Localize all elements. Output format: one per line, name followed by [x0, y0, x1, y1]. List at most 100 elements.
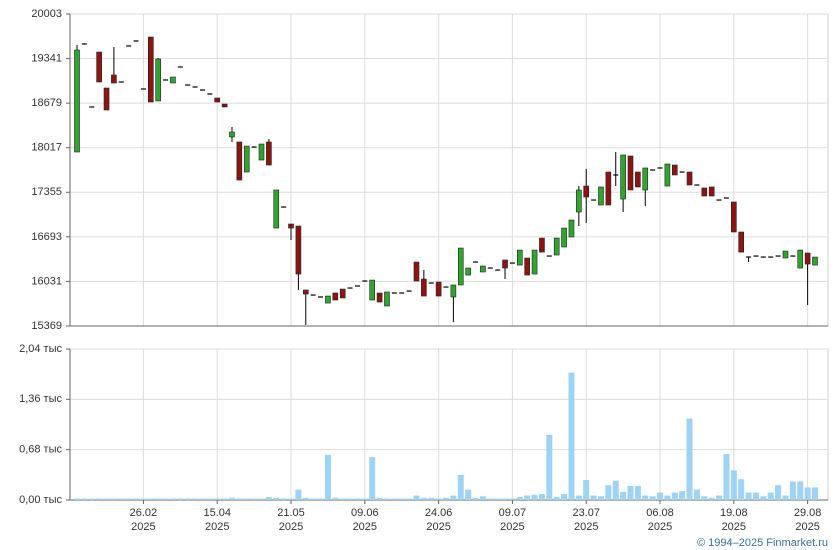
volume-bar	[324, 454, 331, 500]
volume-bar	[664, 495, 671, 500]
volume-bar	[406, 498, 413, 500]
x-tick-label: 09.07 2025	[498, 507, 527, 533]
volume-bar	[716, 495, 723, 500]
candle-body	[413, 261, 420, 282]
volume-bar	[767, 492, 774, 500]
volume-bar	[789, 481, 796, 500]
candle-body	[148, 36, 154, 103]
volume-bar	[649, 496, 656, 500]
candle-body	[258, 143, 265, 161]
candle-body	[155, 58, 161, 102]
volume-bar	[177, 498, 184, 500]
candle-body	[435, 281, 442, 297]
candle-body	[605, 171, 612, 206]
candle-body	[74, 49, 80, 153]
volume-bar	[612, 480, 619, 500]
candle-body	[376, 292, 383, 303]
volume-bar	[339, 498, 346, 500]
candle-body	[103, 87, 110, 111]
volume-bar	[634, 485, 641, 500]
volume-bar	[133, 498, 140, 500]
candle-body	[804, 252, 811, 265]
volume-bar	[228, 497, 235, 500]
volume-bar	[502, 498, 509, 500]
candle-body	[738, 231, 745, 253]
volume-bar	[745, 492, 752, 500]
volume-bar	[752, 492, 759, 500]
volume-bar	[155, 498, 162, 500]
volume-bar	[797, 481, 804, 500]
volume-bar	[516, 497, 523, 500]
volume-bar	[435, 498, 442, 500]
volume-bar	[206, 498, 213, 500]
volume-bar	[472, 497, 479, 500]
volume-bar	[184, 498, 191, 500]
volume-bar	[531, 494, 538, 500]
volume-bar	[738, 479, 745, 500]
volume-bar	[332, 497, 339, 500]
volume-bar	[398, 498, 405, 500]
volume-bar	[708, 497, 715, 500]
y-tick-label: 17355	[31, 186, 62, 198]
y-tick-label: 16031	[31, 275, 62, 287]
volume-bar	[693, 489, 700, 500]
volume-bar	[221, 498, 228, 500]
y-tick-label: 15369	[31, 320, 62, 332]
candle-body	[465, 267, 471, 276]
volume-bar	[295, 489, 302, 500]
volume-bar	[369, 457, 376, 500]
candle-body	[664, 163, 671, 187]
y-tick-label: 16693	[31, 231, 62, 243]
candle-body	[701, 187, 708, 197]
plot-frame	[69, 13, 829, 327]
candle-body	[531, 249, 538, 275]
volume-bar	[214, 498, 221, 500]
x-tick-label: 06.08 2025	[646, 507, 674, 533]
volume-bar	[192, 498, 199, 500]
candle-body	[576, 189, 582, 213]
volume-bar	[538, 494, 545, 500]
volume-bar	[465, 489, 472, 500]
volume-bar	[88, 498, 95, 500]
y-tick-label: 0,68 тыс	[19, 444, 62, 456]
candle-body	[221, 103, 228, 108]
candle-body	[782, 250, 789, 259]
volume-bar	[81, 498, 88, 500]
y-tick-label: 20003	[31, 8, 62, 20]
candle-body	[332, 292, 339, 301]
candle-body	[627, 155, 634, 191]
volume-bar	[701, 496, 708, 500]
volume-bar	[383, 498, 390, 500]
volume-bar	[236, 498, 243, 500]
volume-bar	[553, 497, 560, 500]
candle-body	[642, 167, 649, 191]
volume-bar	[443, 497, 449, 500]
y-tick-label: 19341	[31, 52, 62, 64]
volume-bar	[361, 498, 368, 500]
candle-body	[450, 284, 457, 298]
volume-bar	[561, 494, 568, 500]
candle-body	[325, 295, 331, 304]
candle-body	[170, 76, 176, 84]
volume-bar	[620, 491, 627, 500]
volume-bar	[730, 470, 737, 500]
candle-body	[421, 278, 427, 297]
candle-body	[686, 171, 693, 186]
volume-bar	[509, 498, 516, 500]
volume-bar	[760, 496, 767, 500]
x-tick-label: 21.05 2025	[277, 507, 305, 533]
candle-body	[502, 259, 508, 269]
y-tick-label: 0,00 тыс	[19, 494, 62, 506]
x-tick-label: 26.02 2025	[129, 507, 158, 533]
volume-bar	[657, 492, 664, 500]
candle-body	[288, 223, 294, 229]
volume-bar	[280, 498, 287, 500]
x-tick-label: 23.07 2025	[572, 507, 600, 533]
candle-body	[295, 225, 302, 275]
x-tick-label: 09.06 2025	[351, 507, 379, 533]
volume-bar	[804, 487, 811, 500]
volume-bar	[391, 498, 398, 500]
y-tick-label: 1,36 тыс	[19, 393, 62, 405]
candle-body	[302, 289, 309, 295]
volume-bar	[354, 498, 361, 500]
